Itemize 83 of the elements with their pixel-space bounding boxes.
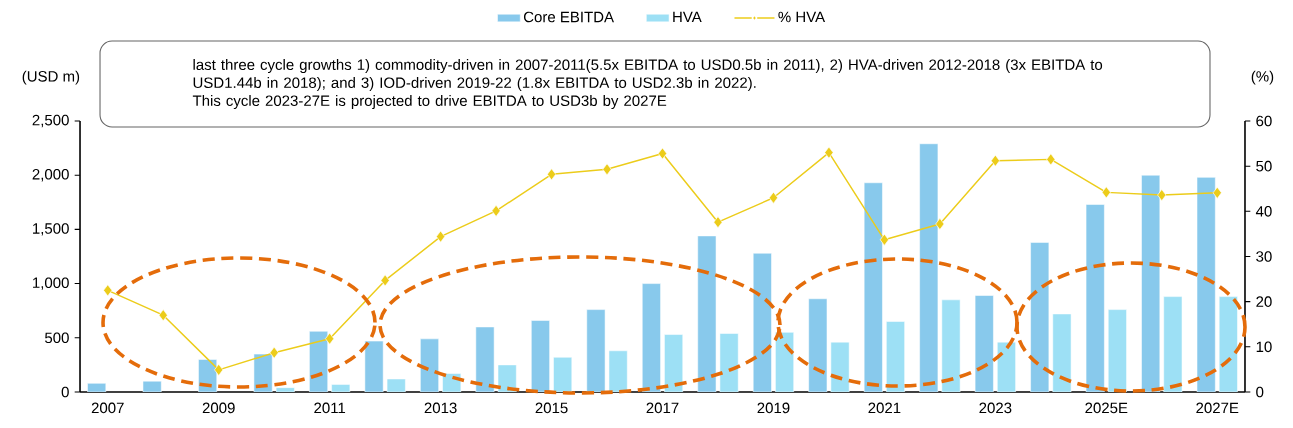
y-axis-title: (USD m): [22, 70, 80, 85]
y2-tick-label: 40: [1255, 206, 1272, 217]
x-tick-label: 2023: [979, 402, 1012, 414]
point: [768, 191, 778, 204]
bar: [1052, 313, 1072, 392]
point: [158, 309, 168, 322]
y-tick-label: 2,000: [32, 168, 69, 182]
x-tick-label: 2019: [757, 402, 790, 414]
x-tick-label: 2015: [535, 402, 568, 414]
bar: [886, 321, 905, 392]
bar: [475, 326, 495, 392]
y2-tick-label: 60: [1256, 115, 1272, 127]
point: [214, 363, 224, 376]
bar: [608, 350, 628, 392]
point: [380, 274, 390, 287]
bar: [275, 387, 295, 392]
bar: [974, 295, 994, 392]
x-tick-label: 2021: [868, 402, 901, 414]
bar: [719, 333, 739, 392]
y-tick-label: 500: [45, 332, 69, 344]
point: [1212, 186, 1222, 199]
bar: [142, 380, 162, 392]
x-tick-label: 2009: [202, 402, 235, 414]
x-tick-label: 2013: [424, 402, 457, 414]
x-tick-label: 2017: [646, 402, 679, 414]
x-tick-label: 2027E: [1196, 402, 1239, 414]
y2-tick-label: 0: [1256, 386, 1264, 398]
point: [436, 230, 446, 243]
bar: [830, 341, 850, 392]
bar: [420, 338, 439, 392]
bar: [697, 235, 717, 392]
y2-tick-label: 10: [1256, 341, 1272, 353]
point: [879, 233, 889, 246]
point: [547, 168, 557, 181]
bar: [1163, 296, 1183, 392]
y-tick-label: 1,500: [33, 223, 69, 236]
y-tick-label: 0: [61, 386, 69, 398]
point: [713, 216, 723, 229]
x-tick-label: 2025E: [1085, 402, 1128, 414]
bar: [775, 332, 794, 392]
bar: [1218, 296, 1238, 392]
bar: [553, 357, 573, 392]
bar: [1030, 242, 1050, 392]
point: [103, 284, 113, 297]
bar: [664, 334, 684, 392]
legend-label: HVA: [673, 11, 702, 23]
bar: [87, 383, 107, 392]
bar: [997, 341, 1016, 392]
point: [824, 146, 834, 159]
bar: [941, 299, 961, 392]
text: This cycle 2023-27E is projected to drive EBITDA to USD3b by 2027E: [192, 95, 667, 109]
point: [1157, 189, 1167, 201]
y-tick-label: 2,500: [32, 114, 69, 128]
point: [1101, 186, 1111, 199]
x-tick-label: 2007: [91, 402, 124, 414]
legend-label: Core EBITDA: [523, 11, 614, 23]
bar: [1107, 309, 1127, 392]
legend-label: % HVA: [778, 11, 826, 23]
text: last three cycle growths 1) commodity-driven in 2007-2011(5.5x EBITDA to USD0.5b in 2011), 2) HVA-driven 2012-2018 (3x EBITDA to USD1.44b in 2018); and 3) IOD-driven 2019-22 (1.8x EBITDA to USD2.3b in 2022).: [193, 59, 1103, 91]
point: [325, 332, 335, 345]
y2-tick-label: 50: [1256, 160, 1272, 172]
x-tick-label: 2011: [314, 402, 346, 414]
bar: [586, 309, 606, 392]
point: [602, 163, 612, 176]
bar: [1085, 204, 1105, 392]
bar: [808, 298, 828, 392]
point: [657, 147, 668, 160]
point: [491, 204, 501, 217]
y2-tick-label: 30: [1256, 251, 1272, 262]
point: [990, 154, 1000, 167]
y2-tick-label: 20: [1256, 296, 1272, 307]
point: [269, 346, 279, 359]
bar: [364, 340, 384, 392]
point: [1046, 153, 1056, 166]
bar: [531, 320, 550, 392]
bar: [497, 364, 517, 392]
bar: [386, 378, 406, 392]
y2-axis-title: (%): [1251, 70, 1274, 85]
y-tick-label: 1,000: [33, 277, 69, 290]
bar: [331, 384, 351, 392]
bar: [752, 252, 772, 392]
bar: [641, 283, 661, 392]
point: [935, 218, 945, 230]
